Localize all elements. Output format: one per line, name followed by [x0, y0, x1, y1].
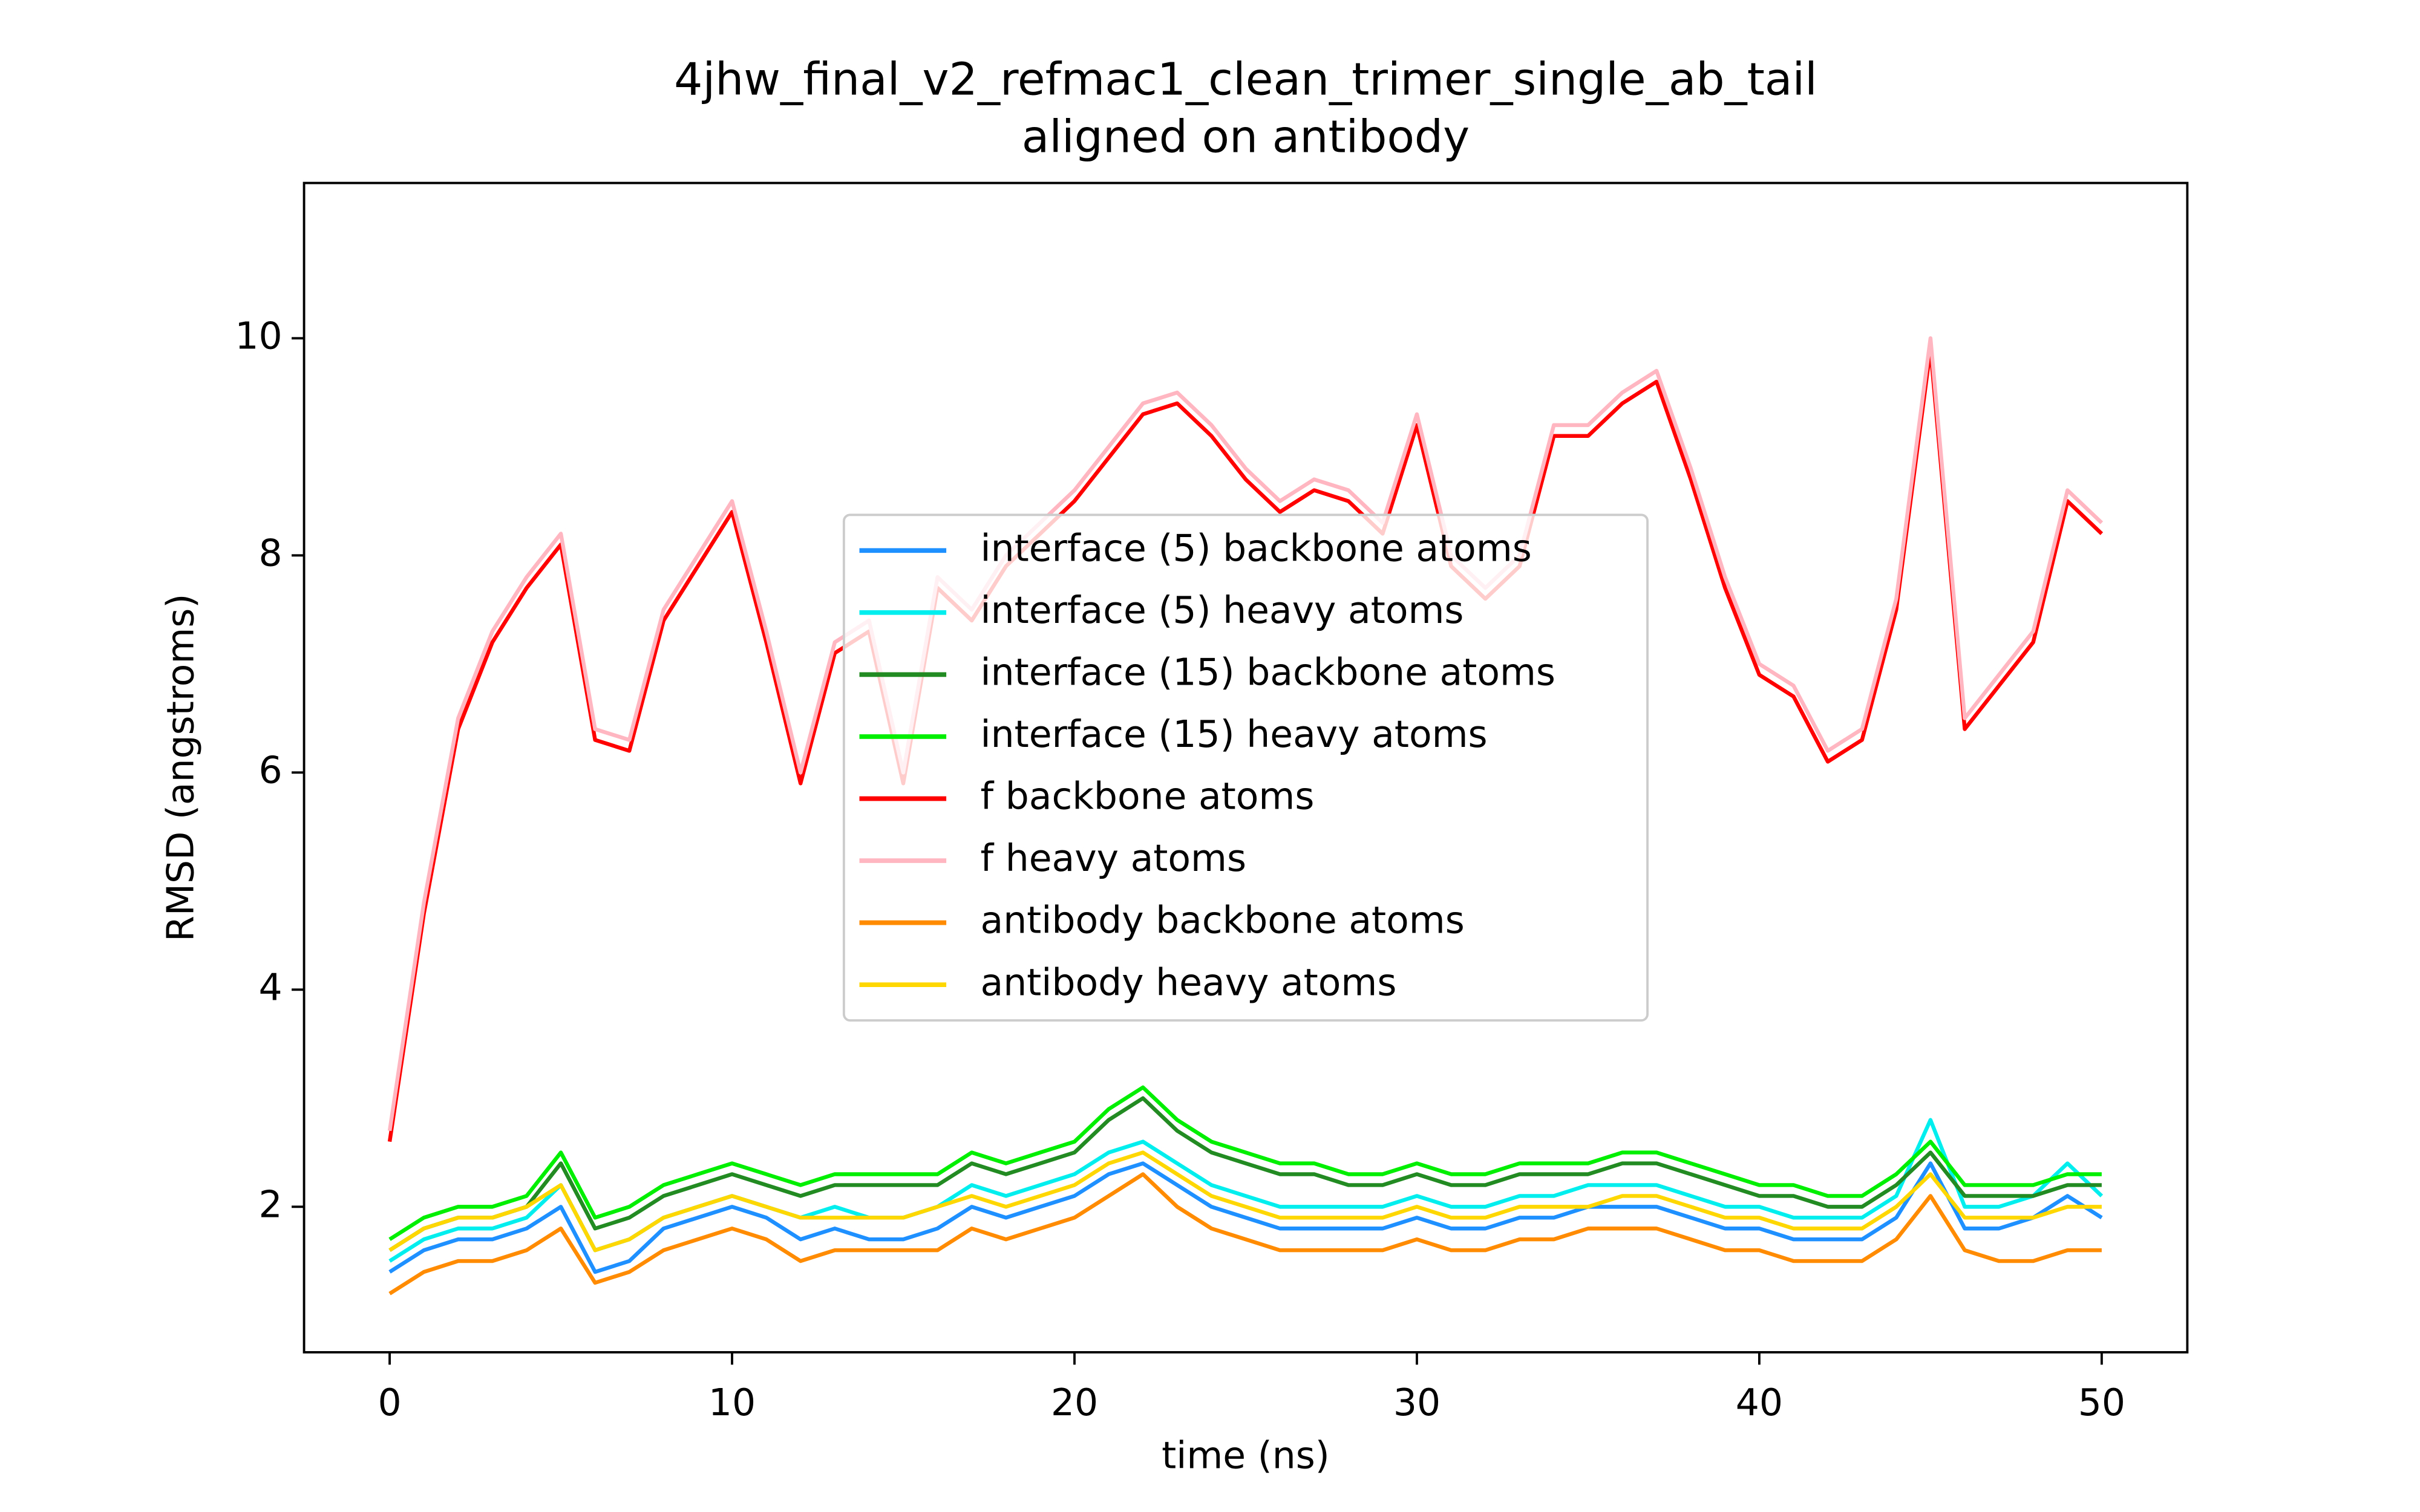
y-tick-label: 6 — [259, 748, 283, 792]
chart-subtitle: aligned on antibody — [1022, 110, 1470, 163]
x-tick-label: 10 — [708, 1381, 756, 1424]
y-tick-label: 8 — [259, 531, 283, 575]
data-line — [388, 1096, 2102, 1252]
legend-label: interface (5) heavy atoms — [981, 588, 1464, 632]
data-line — [388, 1085, 2102, 1241]
plot-frame — [302, 181, 2189, 1354]
x-tick-label: 0 — [378, 1381, 401, 1424]
x-tick-label: 20 — [1051, 1381, 1098, 1424]
x-tick-label: 30 — [1393, 1381, 1441, 1424]
legend-label: antibody heavy atoms — [981, 960, 1397, 1004]
y-tick-label: 10 — [235, 314, 282, 357]
legend-label: f backbone atoms — [981, 775, 1315, 818]
data-line — [387, 347, 2104, 1142]
data-line — [388, 1161, 2103, 1274]
legend-label: antibody backbone atoms — [981, 899, 1465, 942]
y-tick-label: 2 — [259, 1182, 283, 1226]
x-tick-label: 50 — [2078, 1381, 2125, 1424]
legend-label: f heavy atoms — [981, 836, 1247, 880]
y-axis-label: RMSD (angstroms) — [159, 594, 203, 942]
legend-label: interface (5) backbone atoms — [981, 526, 1532, 570]
legend-box — [842, 513, 1649, 1022]
y-tick-label: 4 — [259, 965, 283, 1009]
chart-title: 4jhw_final_v2_refmac1_clean_trimer_singl… — [674, 53, 1817, 105]
legend-label: interface (15) heavy atoms — [981, 712, 1488, 756]
x-tick-label: 40 — [1736, 1381, 1783, 1424]
data-line — [388, 1150, 2102, 1253]
legend-label: interface (15) backbone atoms — [981, 650, 1555, 694]
data-line — [388, 1172, 2102, 1295]
data-line — [387, 336, 2104, 1132]
x-axis-label: time (ns) — [1162, 1433, 1330, 1477]
